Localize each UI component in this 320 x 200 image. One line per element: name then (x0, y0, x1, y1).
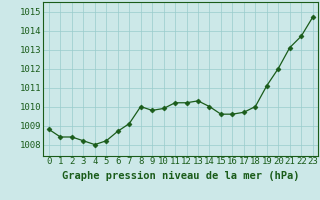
X-axis label: Graphe pression niveau de la mer (hPa): Graphe pression niveau de la mer (hPa) (62, 171, 300, 181)
